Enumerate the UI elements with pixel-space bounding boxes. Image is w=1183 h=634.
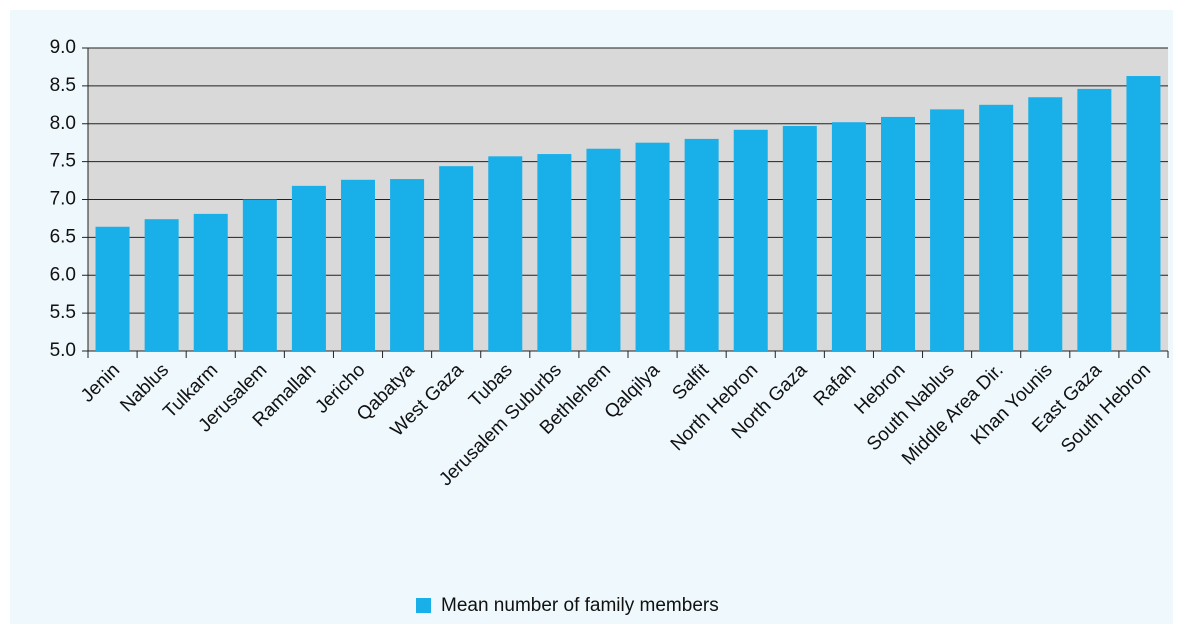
y-tick-label: 7.5 [50,151,76,172]
bar [881,116,915,352]
bar [684,138,719,351]
bar [635,142,670,351]
bar [930,109,965,351]
y-tick-label: 6.0 [50,264,76,285]
bar [537,154,572,351]
y-tick-label: 7.0 [50,189,76,210]
bar [341,179,375,351]
bar [831,122,866,351]
bar [979,104,1014,351]
legend-label: Mean number of family members [441,595,719,616]
bar [95,226,130,351]
legend-swatch [416,598,431,613]
bar [1077,88,1112,351]
bar [733,129,768,351]
bar [144,219,179,351]
y-tick-label: 5.5 [50,302,76,323]
bar [586,148,621,351]
y-tick-label: 6.5 [50,226,76,247]
bar [242,199,277,351]
bar [291,185,326,351]
y-tick-label: 5.0 [50,340,76,361]
bar [193,213,228,351]
bar [1028,97,1063,351]
bar [390,179,425,351]
y-tick-label: 8.0 [50,113,76,134]
y-tick-label: 8.5 [50,75,76,96]
bar [782,126,817,352]
bar [1126,76,1161,351]
bar [439,166,474,351]
bar [488,156,523,351]
y-tick-label: 9.0 [50,37,76,58]
